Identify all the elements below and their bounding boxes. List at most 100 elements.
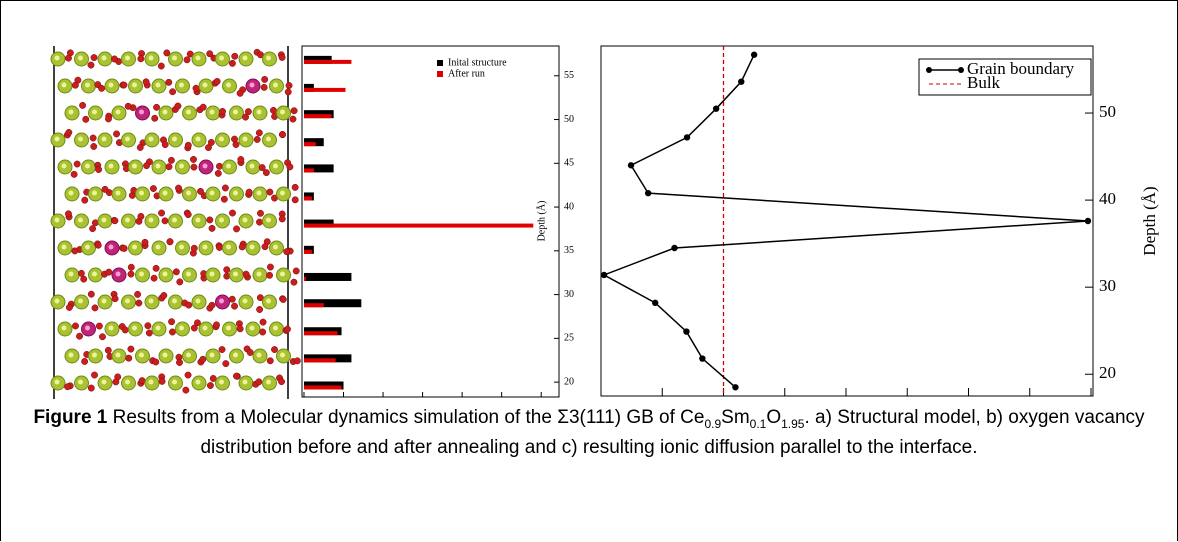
legend-marker	[926, 67, 932, 73]
oxygen	[153, 104, 159, 110]
cation-core	[280, 110, 285, 115]
oxygen	[271, 346, 277, 352]
cation-core	[55, 380, 60, 385]
oxygen	[152, 115, 158, 121]
oxygen	[256, 379, 262, 385]
data-point	[601, 272, 607, 278]
oxygen	[138, 213, 144, 219]
data-point	[671, 245, 677, 251]
cation-core	[125, 56, 130, 61]
cation-core	[156, 245, 161, 250]
cation-core	[62, 245, 67, 250]
oxygen	[106, 269, 112, 275]
cation-core	[69, 191, 74, 196]
oxygen	[267, 189, 273, 195]
y-tick-label: 35	[564, 245, 574, 256]
bar	[304, 303, 324, 307]
cation-core	[250, 83, 255, 88]
oxygen	[153, 265, 159, 271]
cation-core	[196, 56, 201, 61]
cation-core	[149, 218, 154, 223]
oxygen	[66, 129, 72, 135]
oxygen	[290, 116, 296, 122]
line-chart: 024681012141620304050Diffusion coefficie…	[597, 46, 1159, 401]
y-tick-label: 50	[1099, 102, 1116, 121]
oxygen	[208, 139, 214, 145]
cation-core	[62, 326, 67, 331]
oxygen	[112, 218, 118, 224]
x-tick-label: 6	[781, 398, 790, 401]
cation-core	[179, 245, 184, 250]
cation-core	[78, 218, 83, 223]
bar	[304, 196, 312, 200]
cation-core	[116, 272, 121, 277]
oxygen	[261, 84, 267, 90]
y-tick-label: 40	[564, 201, 574, 212]
cation-core	[109, 164, 114, 169]
data-point	[751, 52, 757, 58]
cation-core	[280, 353, 285, 358]
cation-core	[273, 164, 278, 169]
cation-core	[210, 353, 215, 358]
x-tick-label: 10	[899, 398, 916, 401]
oxygen	[169, 329, 175, 335]
bar	[304, 385, 342, 389]
y-tick-label: 25	[564, 333, 574, 344]
oxygen	[122, 327, 128, 333]
legend-label: After run	[448, 68, 485, 79]
oxygen	[91, 54, 97, 60]
oxygen	[267, 264, 273, 270]
oxygen	[237, 90, 243, 96]
oxygen	[279, 131, 285, 137]
cation-core	[149, 56, 154, 61]
cation-core	[243, 137, 248, 142]
oxygen	[222, 185, 228, 191]
oxygen	[72, 248, 78, 254]
oxygen	[231, 136, 237, 142]
cation-core	[116, 191, 121, 196]
cation-core	[92, 272, 97, 277]
data-point	[738, 78, 744, 84]
cation-core	[273, 326, 278, 331]
oxygen	[91, 372, 97, 378]
y-axis-label: Depth (Å)	[535, 201, 547, 242]
oxygen	[143, 79, 149, 85]
data-point	[713, 105, 719, 111]
cation-core	[186, 191, 191, 196]
oxygen	[262, 244, 268, 250]
cation-core	[210, 191, 215, 196]
oxygen	[99, 334, 105, 340]
cation-core	[156, 326, 161, 331]
oxygen	[193, 85, 199, 91]
oxygen	[229, 210, 235, 216]
oxygen	[168, 157, 174, 163]
oxygen	[92, 305, 98, 311]
plot-frame	[601, 46, 1093, 396]
oxygen	[95, 166, 101, 172]
oxygen	[153, 359, 159, 365]
oxygen	[81, 358, 87, 364]
oxygen	[88, 291, 94, 297]
oxygen	[260, 319, 266, 325]
bar	[304, 114, 332, 118]
cation-core	[250, 245, 255, 250]
x-tick-label: 12	[960, 398, 977, 401]
cation-core	[125, 299, 130, 304]
cation-core	[219, 137, 224, 142]
oxygen	[238, 156, 244, 162]
oxygen	[292, 197, 298, 203]
cation-core	[102, 56, 107, 61]
oxygen	[72, 82, 78, 88]
cation-core	[55, 218, 60, 223]
oxygen	[82, 197, 88, 203]
cation-core	[226, 83, 231, 88]
oxygen	[231, 303, 237, 309]
plot-frame	[302, 46, 559, 397]
oxygen	[74, 161, 80, 167]
cation-core	[266, 56, 271, 61]
bar	[304, 358, 336, 362]
oxygen	[162, 141, 168, 147]
subscript: 0.1	[750, 417, 767, 431]
oxygen	[224, 267, 230, 273]
oxygen	[105, 347, 111, 353]
